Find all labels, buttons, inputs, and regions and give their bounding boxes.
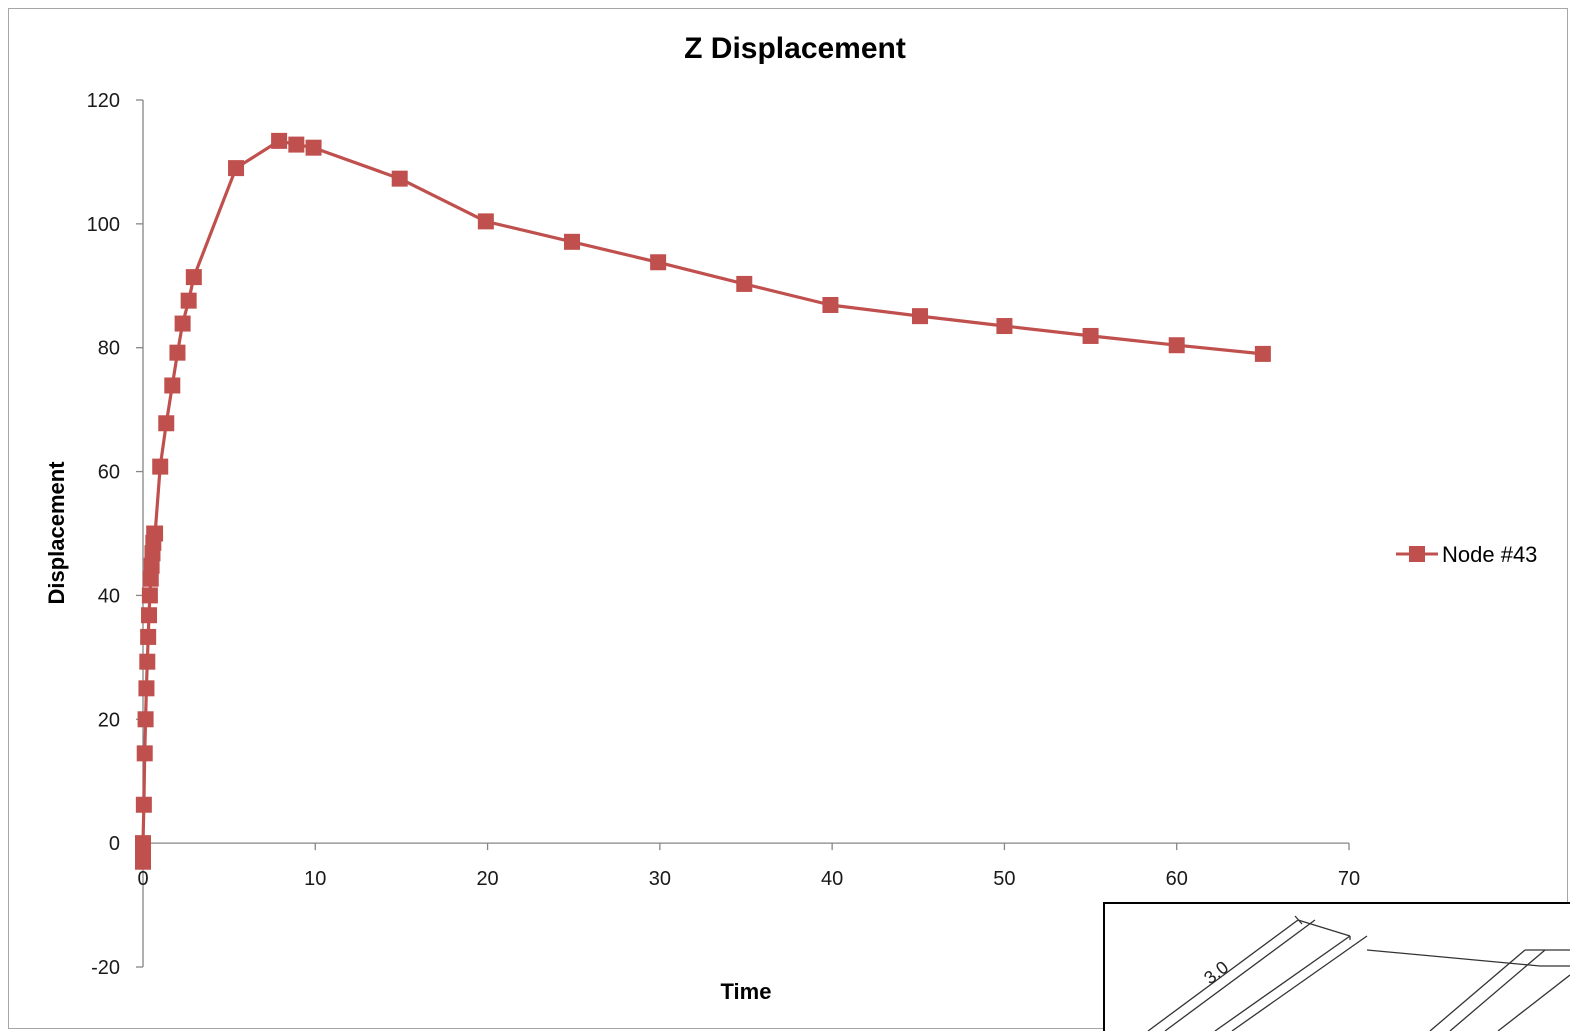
data-point bbox=[1254, 345, 1271, 362]
data-point bbox=[158, 415, 175, 432]
data-point bbox=[736, 275, 753, 292]
data-point bbox=[1082, 327, 1099, 344]
data-point bbox=[477, 213, 494, 230]
y-tick-label: 120 bbox=[87, 90, 120, 112]
data-point bbox=[288, 136, 305, 153]
inset-figure: 3.0 bbox=[1103, 902, 1570, 1031]
y-tick-label: 20 bbox=[98, 709, 120, 731]
axes bbox=[136, 99, 1350, 968]
data-point bbox=[140, 628, 157, 645]
y-tick-label: 60 bbox=[98, 462, 120, 484]
x-tick-label: 70 bbox=[1338, 868, 1360, 890]
data-point bbox=[152, 458, 169, 475]
x-tick-label: 10 bbox=[304, 868, 326, 890]
data-point bbox=[147, 525, 164, 542]
data-point bbox=[822, 296, 839, 313]
series-layer bbox=[135, 132, 1271, 870]
data-point bbox=[912, 308, 929, 325]
data-point bbox=[174, 315, 191, 332]
data-point bbox=[271, 132, 288, 149]
y-axis-title: Displacement bbox=[44, 461, 69, 605]
y-tick-label: -20 bbox=[91, 957, 120, 979]
data-point bbox=[164, 377, 181, 394]
legend-label: Node #43 bbox=[1442, 542, 1537, 567]
x-axis-title: Time bbox=[721, 979, 772, 1004]
data-point bbox=[136, 745, 153, 762]
data-point bbox=[142, 570, 159, 587]
x-tick-label: 20 bbox=[476, 868, 498, 890]
y-tick-label: 40 bbox=[98, 585, 120, 607]
data-point bbox=[135, 796, 152, 813]
data-point bbox=[135, 835, 151, 852]
data-point bbox=[1168, 337, 1185, 354]
inset-drawing bbox=[1147, 915, 1570, 1031]
data-point bbox=[169, 344, 186, 361]
y-tick-label: 0 bbox=[109, 833, 120, 855]
data-point bbox=[391, 170, 408, 187]
tick-labels: -20 0 20 40 60 80 100 120 0 10 20 30 40 50 60 70 bbox=[87, 90, 1361, 979]
x-tick-label: 30 bbox=[649, 868, 671, 890]
x-tick-label: 40 bbox=[821, 868, 843, 890]
data-point bbox=[141, 607, 158, 624]
x-tick-label: 50 bbox=[993, 868, 1015, 890]
series-line bbox=[141, 139, 1264, 862]
data-point bbox=[139, 653, 156, 670]
data-point bbox=[180, 292, 197, 309]
data-point bbox=[138, 680, 155, 697]
chart-title: Z Displacement bbox=[684, 32, 906, 65]
data-point bbox=[996, 318, 1013, 335]
y-tick-label: 100 bbox=[87, 214, 120, 236]
data-point bbox=[563, 233, 580, 250]
data-point bbox=[143, 557, 160, 574]
legend: Node #43 bbox=[1396, 542, 1537, 567]
data-point bbox=[137, 711, 154, 728]
data-point bbox=[305, 139, 322, 156]
x-tick-label: 0 bbox=[137, 868, 148, 890]
data-point bbox=[228, 160, 245, 177]
data-point bbox=[141, 587, 158, 604]
x-tick-label: 60 bbox=[1166, 868, 1188, 890]
legend-marker bbox=[1409, 546, 1425, 562]
inset-border bbox=[1103, 902, 1570, 1031]
data-point bbox=[650, 254, 667, 271]
data-point bbox=[185, 269, 202, 286]
y-tick-label: 80 bbox=[98, 338, 120, 360]
chart-frame bbox=[8, 8, 1568, 1029]
